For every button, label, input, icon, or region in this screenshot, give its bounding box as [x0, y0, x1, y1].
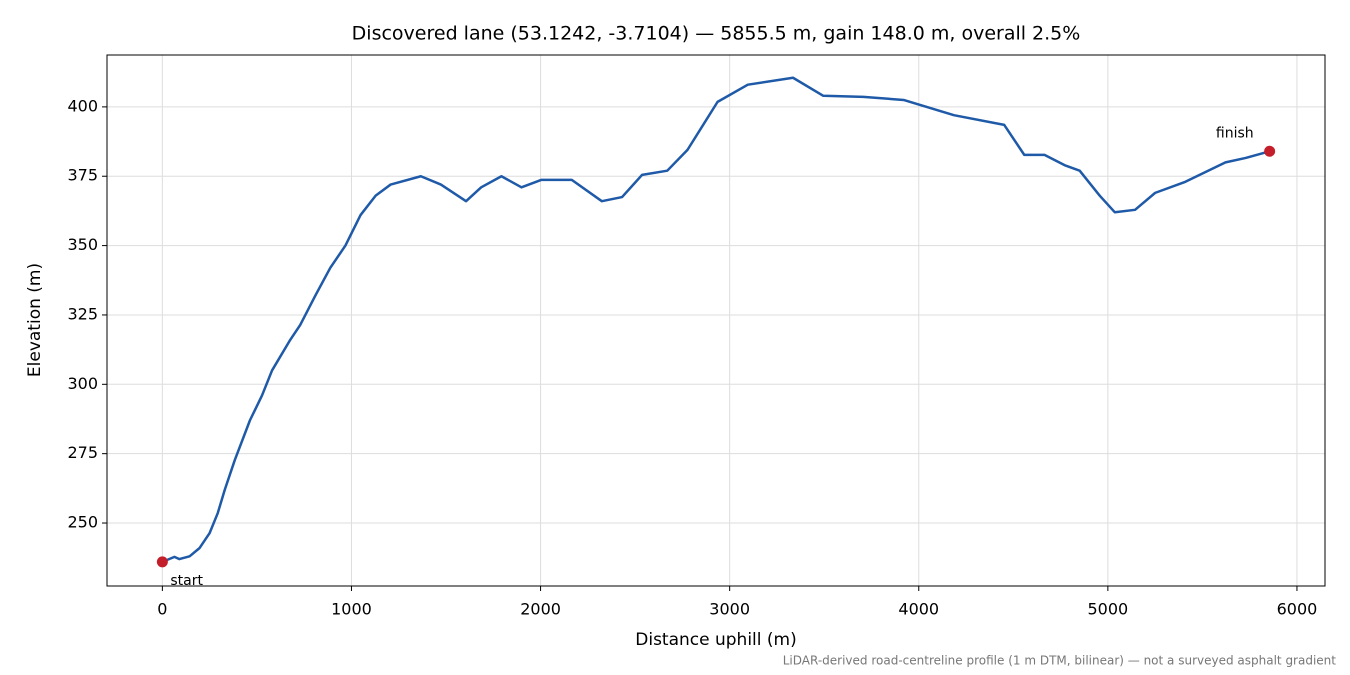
y-tick-label: 250 — [67, 513, 98, 532]
footnote: LiDAR-derived road-centreline profile (1… — [783, 654, 1337, 668]
plot-frame — [106, 54, 1326, 587]
annotation: start — [170, 573, 203, 589]
elevation-line — [161, 76, 1270, 564]
x-tick-label: 2000 — [520, 600, 561, 619]
y-tick-label: 275 — [67, 443, 98, 462]
plot: start finish — [156, 76, 1276, 589]
x-tick-label: 4000 — [898, 600, 939, 619]
y-tick-label: 350 — [67, 235, 98, 254]
x-tick-label: 0 — [157, 600, 167, 619]
y-axis-label: Elevation (m) — [25, 263, 45, 377]
x-tick-label: 6000 — [1277, 600, 1318, 619]
y-tick-label: 325 — [67, 304, 98, 323]
y-tick-label: 300 — [67, 374, 98, 393]
endpoint-marker — [1264, 145, 1276, 157]
y-tick-label: 400 — [67, 96, 98, 115]
grid — [107, 55, 1325, 586]
x-tick-label: 1000 — [331, 600, 372, 619]
x-tick-label: 3000 — [709, 600, 750, 619]
annotation: finish — [1216, 125, 1254, 141]
y-tick-label: 375 — [67, 166, 98, 185]
chart-title: Discovered lane (53.1242, -3.7104) — 585… — [352, 23, 1081, 45]
endpoint-marker — [156, 556, 168, 568]
x-tick-label: 5000 — [1087, 600, 1128, 619]
x-axis-label: Distance uphill (m) — [635, 630, 796, 650]
